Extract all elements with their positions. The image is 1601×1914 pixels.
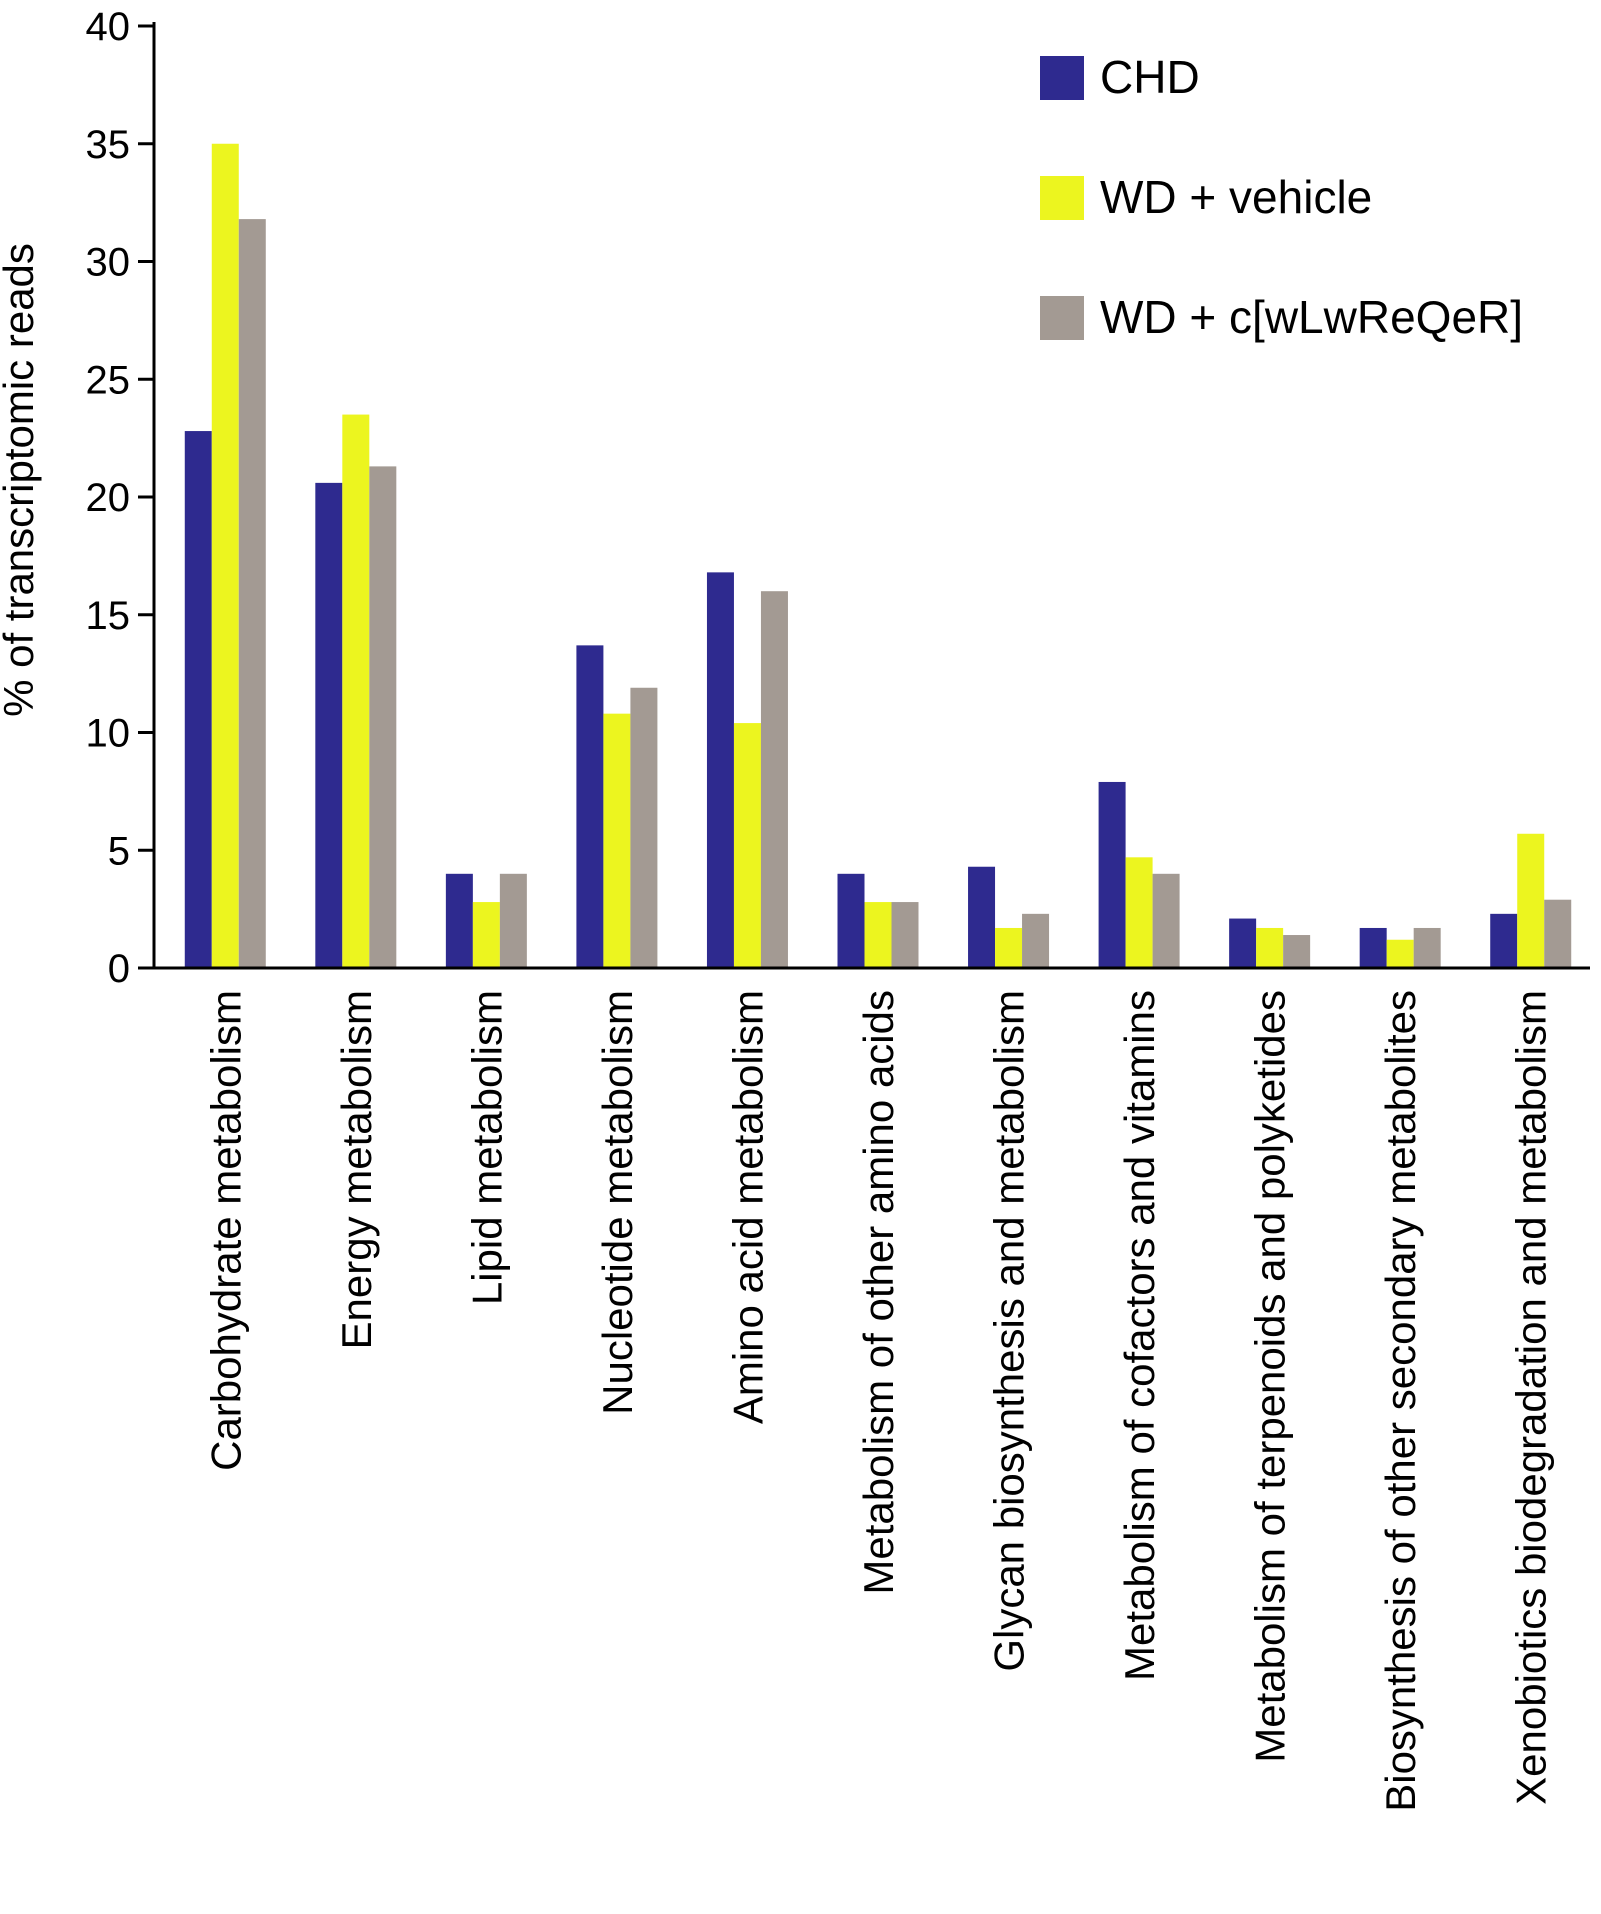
bar-2-series-1 xyxy=(472,902,500,968)
y-tick-label-10: 10 xyxy=(86,712,131,756)
y-axis-label: % of transcriptomic reads xyxy=(0,243,42,717)
bar-5-series-0 xyxy=(837,873,865,968)
y-tick-label-35: 35 xyxy=(86,123,131,167)
x-tick-label-1: Energy metabolism xyxy=(333,990,380,1349)
bar-1-series-0 xyxy=(315,482,343,968)
legend-label-2: WD + c[wLwReQeR] xyxy=(1100,291,1523,343)
bar-2-series-0 xyxy=(445,873,473,968)
bar-9-series-2 xyxy=(1413,927,1441,968)
bar-10-series-1 xyxy=(1517,833,1545,968)
bar-0-series-0 xyxy=(184,431,212,968)
bars-group xyxy=(184,143,1572,969)
bar-7-series-0 xyxy=(1098,781,1126,968)
x-tick-label-7: Metabolism of cofactors and vitamins xyxy=(1116,990,1163,1681)
legend-label-1: WD + vehicle xyxy=(1100,171,1372,223)
y-tick-label-20: 20 xyxy=(86,476,131,520)
bar-8-series-0 xyxy=(1229,918,1257,968)
x-tick-label-0: Carbohydrate metabolism xyxy=(202,990,249,1471)
bar-7-series-1 xyxy=(1125,857,1153,968)
y-tick-label-30: 30 xyxy=(86,241,131,285)
x-tick-label-6: Glycan biosynthesis and metabolism xyxy=(986,990,1033,1672)
bar-6-series-0 xyxy=(968,866,996,968)
bar-8-series-2 xyxy=(1283,935,1311,968)
bar-3-series-1 xyxy=(603,713,631,968)
bar-4-series-2 xyxy=(760,591,788,968)
bar-5-series-1 xyxy=(864,902,892,968)
bar-9-series-0 xyxy=(1359,927,1387,968)
x-tick-labels-group: Carbohydrate metabolism Energy metabolism… xyxy=(202,990,1554,1812)
bar-1-series-2 xyxy=(369,466,397,968)
x-tick-label-9: Biosynthesis of other secondary metaboli… xyxy=(1377,990,1424,1812)
bar-4-series-0 xyxy=(706,572,734,968)
bar-3-series-0 xyxy=(576,645,604,968)
bar-10-series-0 xyxy=(1490,913,1518,968)
y-tick-label-15: 15 xyxy=(86,594,131,638)
y-ticks-group: 0 5 10 15 20 25 30 35 40 xyxy=(86,5,154,991)
y-tick-label-0: 0 xyxy=(108,947,130,991)
bar-10-series-2 xyxy=(1544,899,1572,968)
bar-3-series-2 xyxy=(630,687,658,968)
bar-6-series-1 xyxy=(995,927,1023,968)
x-tick-label-4: Amino acid metabolism xyxy=(724,990,771,1424)
y-tick-label-5: 5 xyxy=(108,829,130,873)
bar-7-series-2 xyxy=(1152,873,1180,968)
bar-6-series-2 xyxy=(1022,913,1050,968)
x-tick-label-8: Metabolism of terpenoids and polyketides xyxy=(1247,990,1294,1763)
legend-swatch-1 xyxy=(1040,176,1084,220)
legend-swatch-0 xyxy=(1040,56,1084,100)
bar-0-series-2 xyxy=(238,219,266,969)
x-tick-label-10: Xenobiotics biodegradation and metabolis… xyxy=(1508,990,1555,1805)
bar-0-series-1 xyxy=(211,143,239,968)
legend-label-0: CHD xyxy=(1100,51,1200,103)
x-tick-label-2: Lipid metabolism xyxy=(463,990,510,1305)
bar-5-series-2 xyxy=(891,902,919,968)
y-tick-label-25: 25 xyxy=(86,358,131,402)
bar-9-series-1 xyxy=(1386,939,1414,968)
x-tick-label-5: Metabolism of other amino acids xyxy=(855,990,902,1595)
y-tick-label-40: 40 xyxy=(86,5,131,49)
x-tick-label-3: Nucleotide metabolism xyxy=(594,990,641,1415)
legend-swatch-2 xyxy=(1040,296,1084,340)
bar-1-series-1 xyxy=(342,414,370,968)
bar-4-series-1 xyxy=(733,723,761,968)
bar-2-series-2 xyxy=(499,873,527,968)
bar-8-series-1 xyxy=(1256,927,1284,968)
legend: CHD WD + vehicle WD + c[wLwReQeR] xyxy=(1040,51,1523,343)
